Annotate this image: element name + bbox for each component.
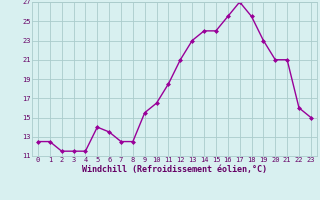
X-axis label: Windchill (Refroidissement éolien,°C): Windchill (Refroidissement éolien,°C) — [82, 165, 267, 174]
